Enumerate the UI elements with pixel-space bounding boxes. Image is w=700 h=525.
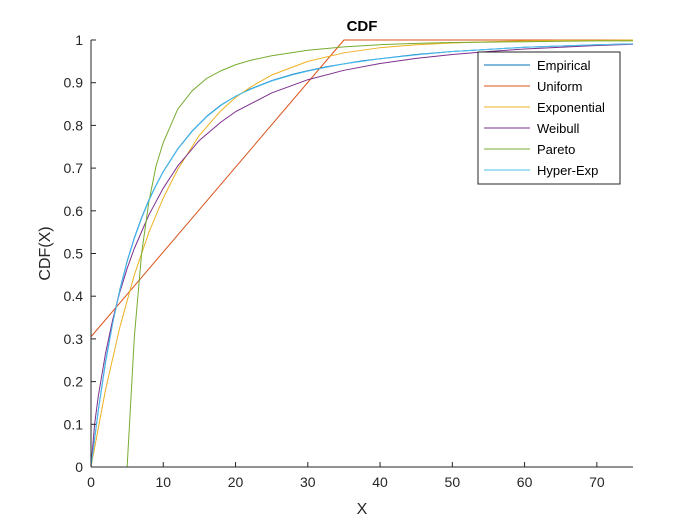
y-tick-label: 0.9 <box>64 75 84 91</box>
y-tick-label: 0.1 <box>64 416 84 432</box>
y-tick-label: 0.4 <box>64 288 84 304</box>
legend-label: Weibull <box>537 121 580 136</box>
x-tick-label: 0 <box>87 474 95 490</box>
legend-label: Pareto <box>537 142 575 157</box>
legend-label: Empirical <box>537 58 591 73</box>
x-tick-label: 40 <box>372 474 388 490</box>
series-line-hyper-exp <box>90 43 634 468</box>
y-tick-label: 0.5 <box>64 246 84 262</box>
axes-layer: 0 10 20 30 40 50 60 70 0 0.1 0.2 0.3 0.4 0.5 0.6 0.7 0.8… <box>64 32 633 490</box>
x-tick-label: 10 <box>155 474 171 490</box>
legend-label: Uniform <box>537 79 583 94</box>
y-tick-label: 0 <box>75 459 83 475</box>
legend-label: Exponential <box>537 100 605 115</box>
x-axis-title: X <box>357 501 368 518</box>
x-tick-label: 20 <box>228 474 244 490</box>
series-line-uniform <box>90 39 633 338</box>
x-tick-label: 60 <box>517 474 533 490</box>
y-tick-label: 0.8 <box>64 117 84 133</box>
legend-box <box>477 51 621 185</box>
y-tick-label: 0.7 <box>64 160 84 176</box>
y-tick-label: 1 <box>75 32 83 48</box>
x-tick-label: 50 <box>445 474 461 490</box>
y-tick-label: 0.3 <box>64 331 84 347</box>
chart-title: CDF <box>347 18 378 35</box>
x-tick-label: 30 <box>300 474 316 490</box>
series-line-pareto <box>91 40 633 468</box>
x-tick-label: 70 <box>589 474 605 490</box>
legend-label: Hyper-Exp <box>537 163 598 178</box>
legend: Empirical Uniform Exponential Weibull Pareto… <box>477 51 621 185</box>
y-tick-label: 0.6 <box>64 203 84 219</box>
y-tick-label: 0.2 <box>64 374 84 390</box>
y-axis-title: CDF(X) <box>37 226 54 280</box>
